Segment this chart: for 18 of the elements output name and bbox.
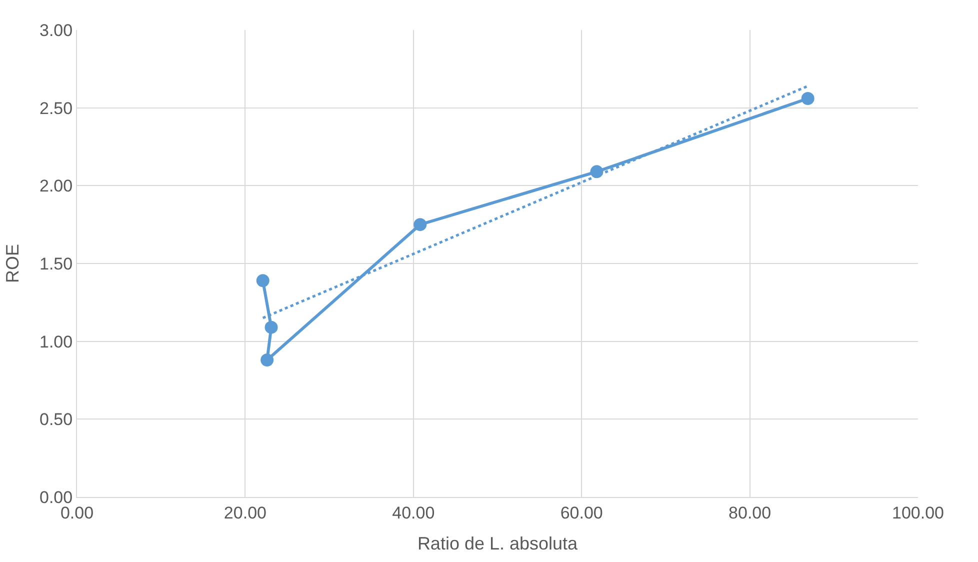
x-tick-label: 80.00: [728, 503, 772, 522]
x-tick-label: 60.00: [560, 503, 603, 522]
point: [264, 320, 278, 334]
x-tick-label: 100.00: [892, 503, 944, 522]
x-tick-label: 40.00: [392, 503, 435, 522]
y-tick-label: 1.50: [40, 254, 73, 274]
y-tick-label: 3.00: [40, 20, 73, 40]
point: [256, 274, 270, 288]
x-axis-title: Ratio de L. absoluta: [417, 534, 579, 554]
point: [801, 92, 814, 105]
x-tick-label: 20.00: [224, 503, 266, 522]
y-tick-label: 2.00: [40, 176, 73, 196]
y-tick-label: 1.00: [40, 332, 73, 352]
point: [260, 354, 274, 367]
point: [414, 218, 427, 232]
y-tick-label: 2.50: [40, 98, 73, 118]
y-tick-label: 0.50: [40, 410, 73, 430]
y-axis-title: ROE: [2, 244, 23, 284]
